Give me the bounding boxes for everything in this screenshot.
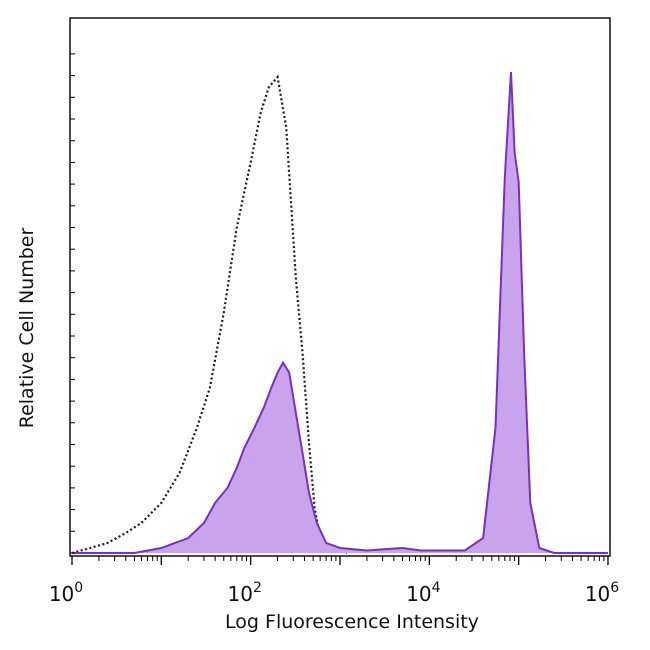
x-axis-title: Log Fluorescence Intensity	[225, 611, 479, 633]
x-tick-label: 104	[406, 580, 440, 606]
x-tick-label: 102	[228, 580, 262, 606]
x-tick-label: 106	[585, 580, 619, 606]
series-1-line	[72, 71, 608, 554]
series-1-area	[72, 72, 608, 553]
x-axis: 100 102 104 106	[49, 53, 619, 606]
series-layer	[71, 71, 608, 555]
series-0-line	[71, 74, 348, 555]
y-axis-title: Relative Cell Number	[16, 228, 38, 429]
x-tick-label: 100	[49, 580, 83, 606]
